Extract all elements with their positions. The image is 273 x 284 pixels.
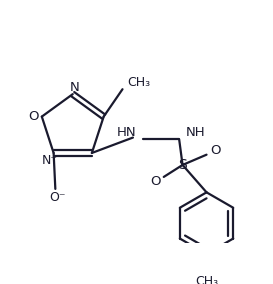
Text: O⁻: O⁻: [49, 191, 65, 204]
Text: N: N: [70, 81, 79, 94]
Text: N⁺: N⁺: [42, 154, 58, 167]
Text: O: O: [210, 144, 220, 157]
Text: S: S: [178, 158, 187, 172]
Text: CH₃: CH₃: [195, 275, 218, 284]
Text: HN: HN: [117, 126, 136, 139]
Text: CH₃: CH₃: [128, 76, 151, 89]
Text: O: O: [28, 110, 38, 123]
Text: NH: NH: [186, 126, 206, 139]
Text: O: O: [150, 175, 161, 188]
